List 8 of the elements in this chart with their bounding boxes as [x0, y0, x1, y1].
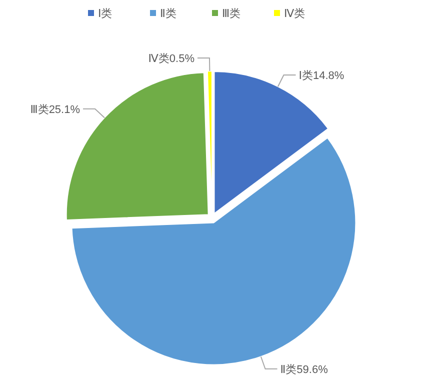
data-label: Ⅰ类14.8%	[298, 68, 344, 82]
legend-label: Ⅱ类	[160, 7, 176, 20]
legend-label: Ⅲ类	[222, 7, 241, 20]
legend-label: Ⅰ类	[98, 7, 112, 20]
legend-label: Ⅳ类	[284, 7, 306, 20]
data-label: Ⅳ类0.5%	[148, 52, 195, 66]
data-label: Ⅲ类25.1%	[30, 102, 80, 116]
data-label: Ⅱ类59.6%	[280, 362, 328, 376]
